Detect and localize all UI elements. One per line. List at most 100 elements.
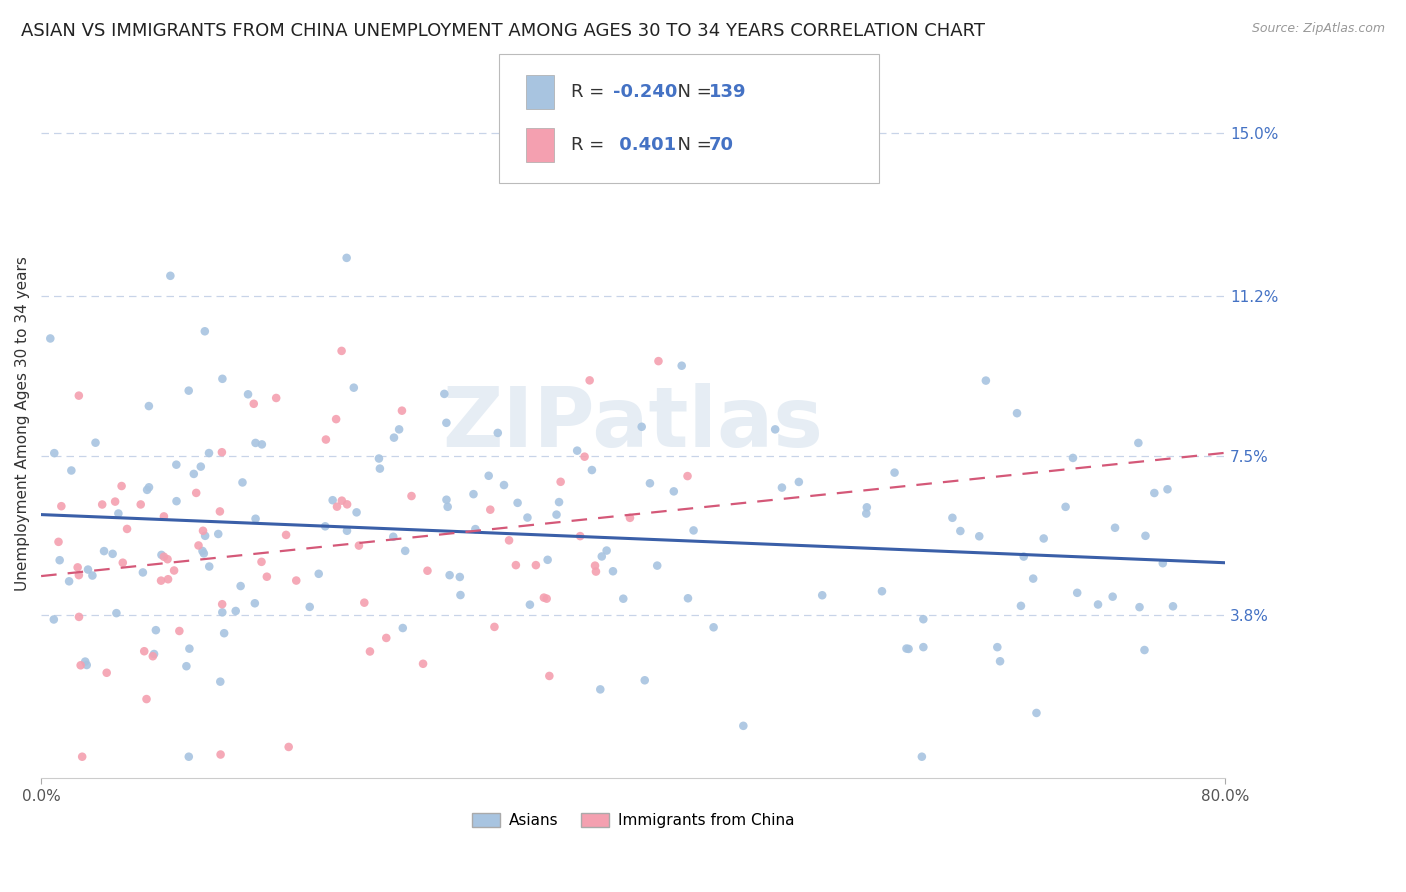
Point: [1128, 600, 1150, 615]
Point: [343, 381, 366, 395]
Point: [537, 553, 560, 567]
Point: [136, 483, 159, 497]
Point: [70, 749, 93, 764]
Point: [368, 461, 391, 475]
Point: [464, 522, 486, 536]
Point: [82, 568, 104, 582]
Point: [198, 446, 221, 460]
Point: [314, 519, 336, 533]
Point: [548, 495, 571, 509]
Point: [391, 621, 413, 635]
Point: [567, 443, 589, 458]
Point: [347, 539, 370, 553]
Point: [194, 529, 217, 543]
Point: [326, 500, 349, 514]
Point: [856, 500, 879, 515]
Point: [676, 591, 699, 606]
Point: [912, 640, 935, 654]
Point: [264, 391, 287, 405]
Point: [870, 584, 893, 599]
Point: [150, 548, 173, 562]
Point: [436, 500, 458, 514]
Point: [176, 659, 198, 673]
Point: [602, 564, 624, 578]
Point: [595, 543, 617, 558]
Point: [941, 511, 963, 525]
Point: [107, 507, 129, 521]
Point: [486, 425, 509, 440]
Point: [194, 324, 217, 338]
Point: [77, 563, 100, 577]
Point: [191, 524, 214, 538]
Point: [1025, 706, 1047, 720]
Point: [67, 389, 90, 403]
Point: [505, 558, 527, 573]
Point: [315, 433, 337, 447]
Point: [44, 446, 66, 460]
Point: [391, 403, 413, 417]
Point: [974, 374, 997, 388]
Point: [245, 512, 267, 526]
Point: [177, 384, 200, 398]
Point: [157, 572, 180, 586]
Point: [186, 486, 208, 500]
Point: [401, 489, 423, 503]
Point: [787, 475, 810, 489]
Point: [1005, 406, 1028, 420]
Point: [209, 747, 232, 762]
Point: [111, 556, 134, 570]
Point: [250, 437, 273, 451]
Point: [498, 533, 520, 548]
Point: [96, 665, 118, 680]
Point: [516, 510, 538, 524]
Point: [1135, 529, 1157, 543]
Point: [298, 599, 321, 614]
Point: [967, 529, 990, 543]
Point: [591, 549, 613, 564]
Point: [439, 568, 461, 582]
Point: [388, 422, 411, 436]
Point: [142, 649, 165, 664]
Point: [538, 669, 561, 683]
Point: [138, 480, 160, 494]
Point: [274, 528, 297, 542]
Point: [183, 467, 205, 481]
Point: [208, 504, 231, 518]
Point: [69, 658, 91, 673]
Point: [911, 749, 934, 764]
Point: [1012, 549, 1035, 564]
Point: [524, 558, 547, 573]
Point: [166, 494, 188, 508]
Point: [986, 640, 1008, 655]
Point: [533, 591, 555, 605]
Point: [285, 574, 308, 588]
Point: [336, 497, 359, 511]
Point: [630, 419, 652, 434]
Point: [578, 373, 600, 387]
Point: [382, 530, 405, 544]
Point: [645, 558, 668, 573]
Point: [634, 673, 657, 688]
Point: [245, 436, 267, 450]
Point: [153, 509, 176, 524]
Point: [308, 566, 330, 581]
Point: [1152, 556, 1174, 570]
Text: ASIAN VS IMMIGRANTS FROM CHINA UNEMPLOYMENT AMONG AGES 30 TO 34 YEARS CORRELATIO: ASIAN VS IMMIGRANTS FROM CHINA UNEMPLOYM…: [21, 22, 986, 40]
Text: N =: N =: [666, 83, 718, 101]
Point: [330, 343, 353, 358]
Point: [242, 397, 264, 411]
Point: [132, 566, 155, 580]
Point: [225, 604, 247, 618]
Point: [153, 549, 176, 564]
Point: [156, 552, 179, 566]
Point: [912, 612, 935, 626]
Point: [145, 623, 167, 637]
Point: [75, 655, 97, 669]
Point: [1133, 643, 1156, 657]
Point: [346, 505, 368, 519]
Point: [449, 570, 471, 584]
Point: [763, 422, 786, 436]
Point: [39, 331, 62, 345]
Point: [163, 564, 186, 578]
Point: [574, 450, 596, 464]
